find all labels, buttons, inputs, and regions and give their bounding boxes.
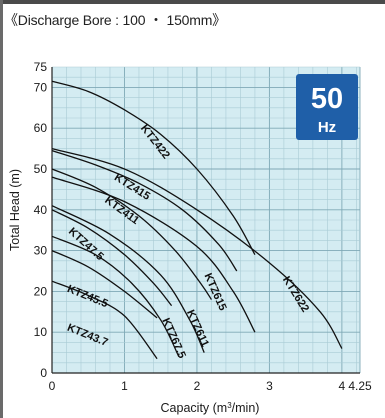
y-tick-label: 75 xyxy=(34,60,48,74)
left-border xyxy=(0,0,3,418)
curve-KTZ611 xyxy=(51,205,205,353)
y-tick-label: 30 xyxy=(34,244,48,258)
y-tick-label: 40 xyxy=(34,203,48,217)
axes xyxy=(51,67,360,374)
y-tick-label: 70 xyxy=(34,80,48,94)
curve-KTZ43.7 xyxy=(51,280,158,360)
x-tick-label: 0 xyxy=(49,379,56,393)
curve-KTZ422 xyxy=(51,80,256,255)
x-tick-label: 1 xyxy=(121,379,128,393)
curve-KTZ415 xyxy=(51,150,238,272)
y-tick-label: 20 xyxy=(34,284,48,298)
frequency-badge: 50 Hz xyxy=(296,74,358,140)
curve-KTZ622 xyxy=(51,147,343,349)
curve-KTZ45.5 xyxy=(51,250,158,319)
badge-frequency: 50 xyxy=(311,83,343,115)
y-tick-label: 10 xyxy=(34,325,48,339)
y-tick-label: 60 xyxy=(34,121,48,135)
x-tick-label: 3 xyxy=(266,379,273,393)
y-tick-label: 50 xyxy=(34,162,48,176)
x-tick-label: 4.25 xyxy=(348,379,372,393)
curve-KTZ67.5 xyxy=(51,235,180,357)
discharge-bore-heading: 《Discharge Bore : 100 ・ 150mm》 xyxy=(4,12,226,28)
top-border xyxy=(0,0,385,4)
badge-unit: Hz xyxy=(318,119,336,136)
curve-KTZ615 xyxy=(51,176,256,333)
x-tick-label: 4 xyxy=(339,379,346,393)
y-tick-label: 0 xyxy=(40,366,47,380)
x-tick-label: 2 xyxy=(194,379,201,393)
curve-KTZ411 xyxy=(51,168,212,300)
x-axis-title: Capacity (m3/min) xyxy=(161,401,260,415)
curve-KTZ47.5 xyxy=(51,209,173,307)
y-axis-title: Total Head (m) xyxy=(8,169,22,251)
tick-labels: 0 1 2 3 4 4.25 0 10 20 30 40 50 60 70 75 xyxy=(34,60,372,393)
pump-curves xyxy=(51,80,343,360)
badge-background xyxy=(296,74,358,140)
